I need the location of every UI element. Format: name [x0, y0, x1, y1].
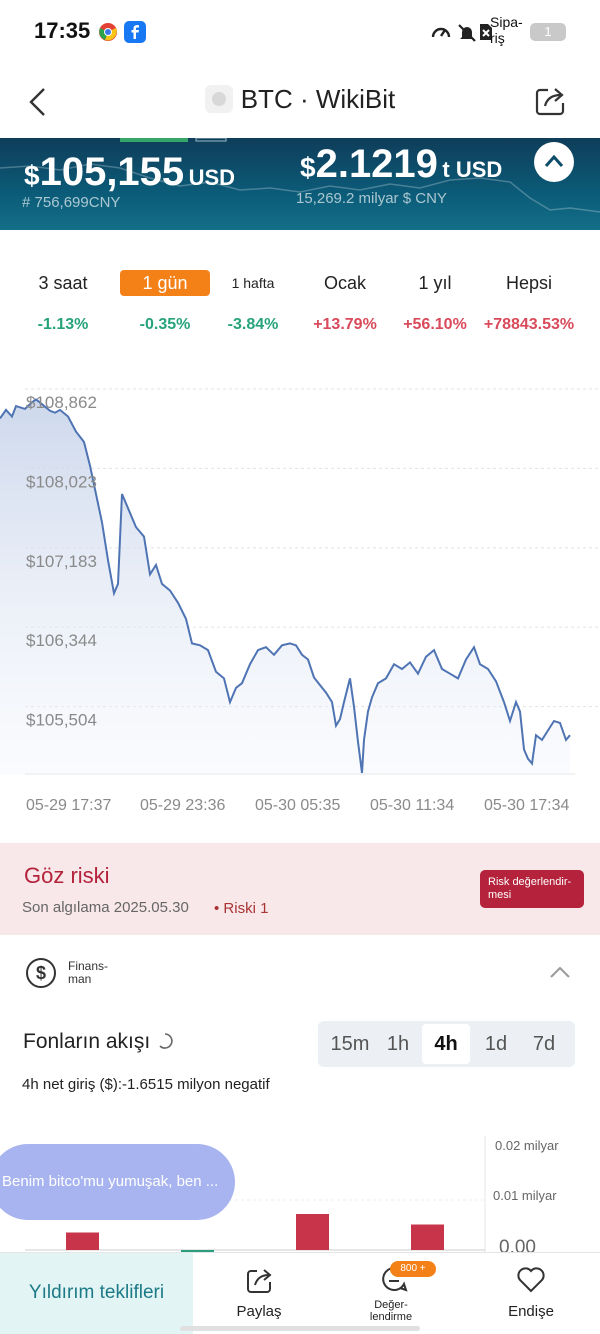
- page-title: BTC · WikiBit: [0, 84, 600, 115]
- flow-axis-zero: 0.00: [499, 1237, 536, 1256]
- page-title-text: BTC · WikiBit: [240, 84, 396, 114]
- period-tab[interactable]: Hepsi: [505, 273, 553, 293]
- price-line: [0, 398, 571, 774]
- period-change: +13.79%: [313, 316, 377, 333]
- y-tick-label: $108,023: [26, 472, 97, 491]
- risk-panel: Göz riski Son algılama 2025.05.30 • Risk…: [0, 843, 600, 935]
- chevron-up-icon[interactable]: [548, 964, 572, 980]
- period-change: -1.13%: [37, 316, 89, 333]
- status-bar: 17:35 Sipa- riş 1: [0, 0, 600, 62]
- net-inflow-text: 4h net giriş ($):-1.6515 milyon negatif: [22, 1076, 270, 1093]
- share-label: Paylaş: [236, 1303, 282, 1320]
- price-value: $105,155 USD: [24, 150, 236, 194]
- period-change: +56.10%: [403, 316, 467, 333]
- svg-text:$: $: [36, 963, 46, 983]
- x-tick-label: 05-30 17:34: [484, 797, 570, 814]
- price-header: $105,155 USD # 756,699CNY $2.1219 t USD …: [0, 138, 600, 230]
- fund-flow-title: Fonların akışı: [23, 1030, 174, 1054]
- dollar-icon: $: [26, 958, 56, 988]
- risk-level: • Riski 1: [214, 900, 269, 917]
- share-icon[interactable]: [534, 84, 568, 118]
- period-change: +78843.53%: [483, 316, 575, 333]
- market-cap-value: $2.1219 t USD: [300, 142, 503, 186]
- collapse-button[interactable]: [534, 142, 574, 182]
- chrome-icon: [99, 23, 117, 41]
- battery-level: 1: [544, 24, 552, 39]
- status-time: 17:35: [34, 18, 91, 43]
- facebook-icon: [124, 21, 146, 43]
- finance-section[interactable]: $ Finans- man: [0, 936, 600, 1016]
- y-tick-label: $106,344: [26, 631, 97, 650]
- rating-label: Değer- lendirme: [369, 1299, 413, 1323]
- top-nav: BTC · WikiBit: [0, 62, 600, 138]
- price-chart[interactable]: $108,862 $108,023 $107,183 $106,344 $105,504…: [0, 360, 600, 830]
- fund-flow-chart: 0.02 milyar 0.01 milyar 0.00: [25, 1136, 559, 1256]
- x-tick-label: 05-30 05:35: [255, 797, 341, 814]
- speedometer-icon: [431, 27, 451, 38]
- interval-tab[interactable]: 4h: [422, 1024, 470, 1064]
- follow-label: Endişe: [508, 1303, 554, 1320]
- coin-logo-icon: [204, 85, 233, 113]
- home-indicator: [180, 1326, 420, 1331]
- hero-background-chart: [0, 138, 600, 213]
- y-tick-label: $105,504: [26, 711, 97, 730]
- follow-action[interactable]: Endişe: [486, 1253, 576, 1334]
- flow-bar: [411, 1224, 444, 1250]
- chat-toast-text: Benim bitco'mu yumuşak, ben ...: [2, 1173, 219, 1190]
- flow-axis-top: 0.02 milyar: [495, 1138, 559, 1153]
- no-sim-icon: [480, 24, 492, 40]
- market-cap-cny: 15,269.2 milyar $ CNY: [296, 190, 447, 207]
- info-icon[interactable]: [156, 1032, 174, 1050]
- price-area: [0, 399, 570, 774]
- share-action[interactable]: Paylaş: [214, 1253, 304, 1334]
- y-tick-label: $107,183: [26, 552, 97, 571]
- flow-bar: [296, 1214, 329, 1250]
- risk-date: Son algılama 2025.05.30: [22, 899, 189, 916]
- flow-bar: [181, 1250, 214, 1252]
- heart-icon: [517, 1267, 545, 1293]
- rating-action[interactable]: 800 + Değer- lendirme: [350, 1253, 436, 1334]
- bell-muted-icon: [458, 24, 476, 42]
- x-tick-label: 05-30 11:34: [370, 797, 454, 814]
- risk-title: Göz riski: [24, 863, 110, 888]
- interval-selector: 15m 1h 4h 1d 7d: [318, 1021, 575, 1067]
- battery-indicator: 1: [530, 23, 566, 41]
- period-tab[interactable]: 1 gün: [120, 270, 210, 296]
- x-tick-label: 05-29 23:36: [140, 797, 226, 814]
- interval-tab[interactable]: 1d: [484, 1033, 508, 1055]
- period-change: -3.84%: [227, 316, 279, 333]
- bottom-action-bar: Yıldırım teklifleri Paylaş 800 + Değer- …: [0, 1252, 600, 1334]
- period-tab[interactable]: 1 hafta: [231, 275, 275, 291]
- y-tick-label: $108,862: [26, 393, 97, 412]
- flow-axis-mid: 0.01 milyar: [493, 1188, 557, 1203]
- back-arrow-icon[interactable]: [26, 86, 48, 118]
- risk-assessment-button[interactable]: Risk değerlendir- mesi: [480, 870, 584, 908]
- period-tab[interactable]: Ocak: [323, 273, 366, 293]
- period-tab[interactable]: 3 saat: [38, 273, 88, 293]
- period-tab[interactable]: 1 yıl: [418, 273, 452, 293]
- interval-tab[interactable]: 15m: [330, 1033, 370, 1055]
- rating-badge: 800 +: [390, 1261, 436, 1277]
- flow-bar: [66, 1232, 99, 1250]
- chevron-up-icon: [544, 154, 564, 167]
- share-icon: [247, 1269, 272, 1293]
- status-label: Sipa- riş: [490, 14, 523, 46]
- chat-toast[interactable]: Benim bitco'mu yumuşak, ben ...: [0, 1144, 235, 1220]
- x-tick-label: 05-29 17:37: [26, 797, 112, 814]
- interval-tab[interactable]: 7d: [532, 1033, 556, 1055]
- finance-label: Finans- man: [68, 959, 109, 986]
- period-change: -0.35%: [139, 316, 191, 333]
- flash-offers-button[interactable]: Yıldırım teklifleri: [0, 1253, 193, 1334]
- period-selector: 3 saat -1.13% 1 gün -0.35% 1 hafta -3.84% Ocak…: [0, 262, 600, 342]
- price-cny: # 756,699CNY: [22, 194, 121, 211]
- interval-tab[interactable]: 1h: [386, 1033, 410, 1055]
- comment-icon: [382, 1267, 408, 1292]
